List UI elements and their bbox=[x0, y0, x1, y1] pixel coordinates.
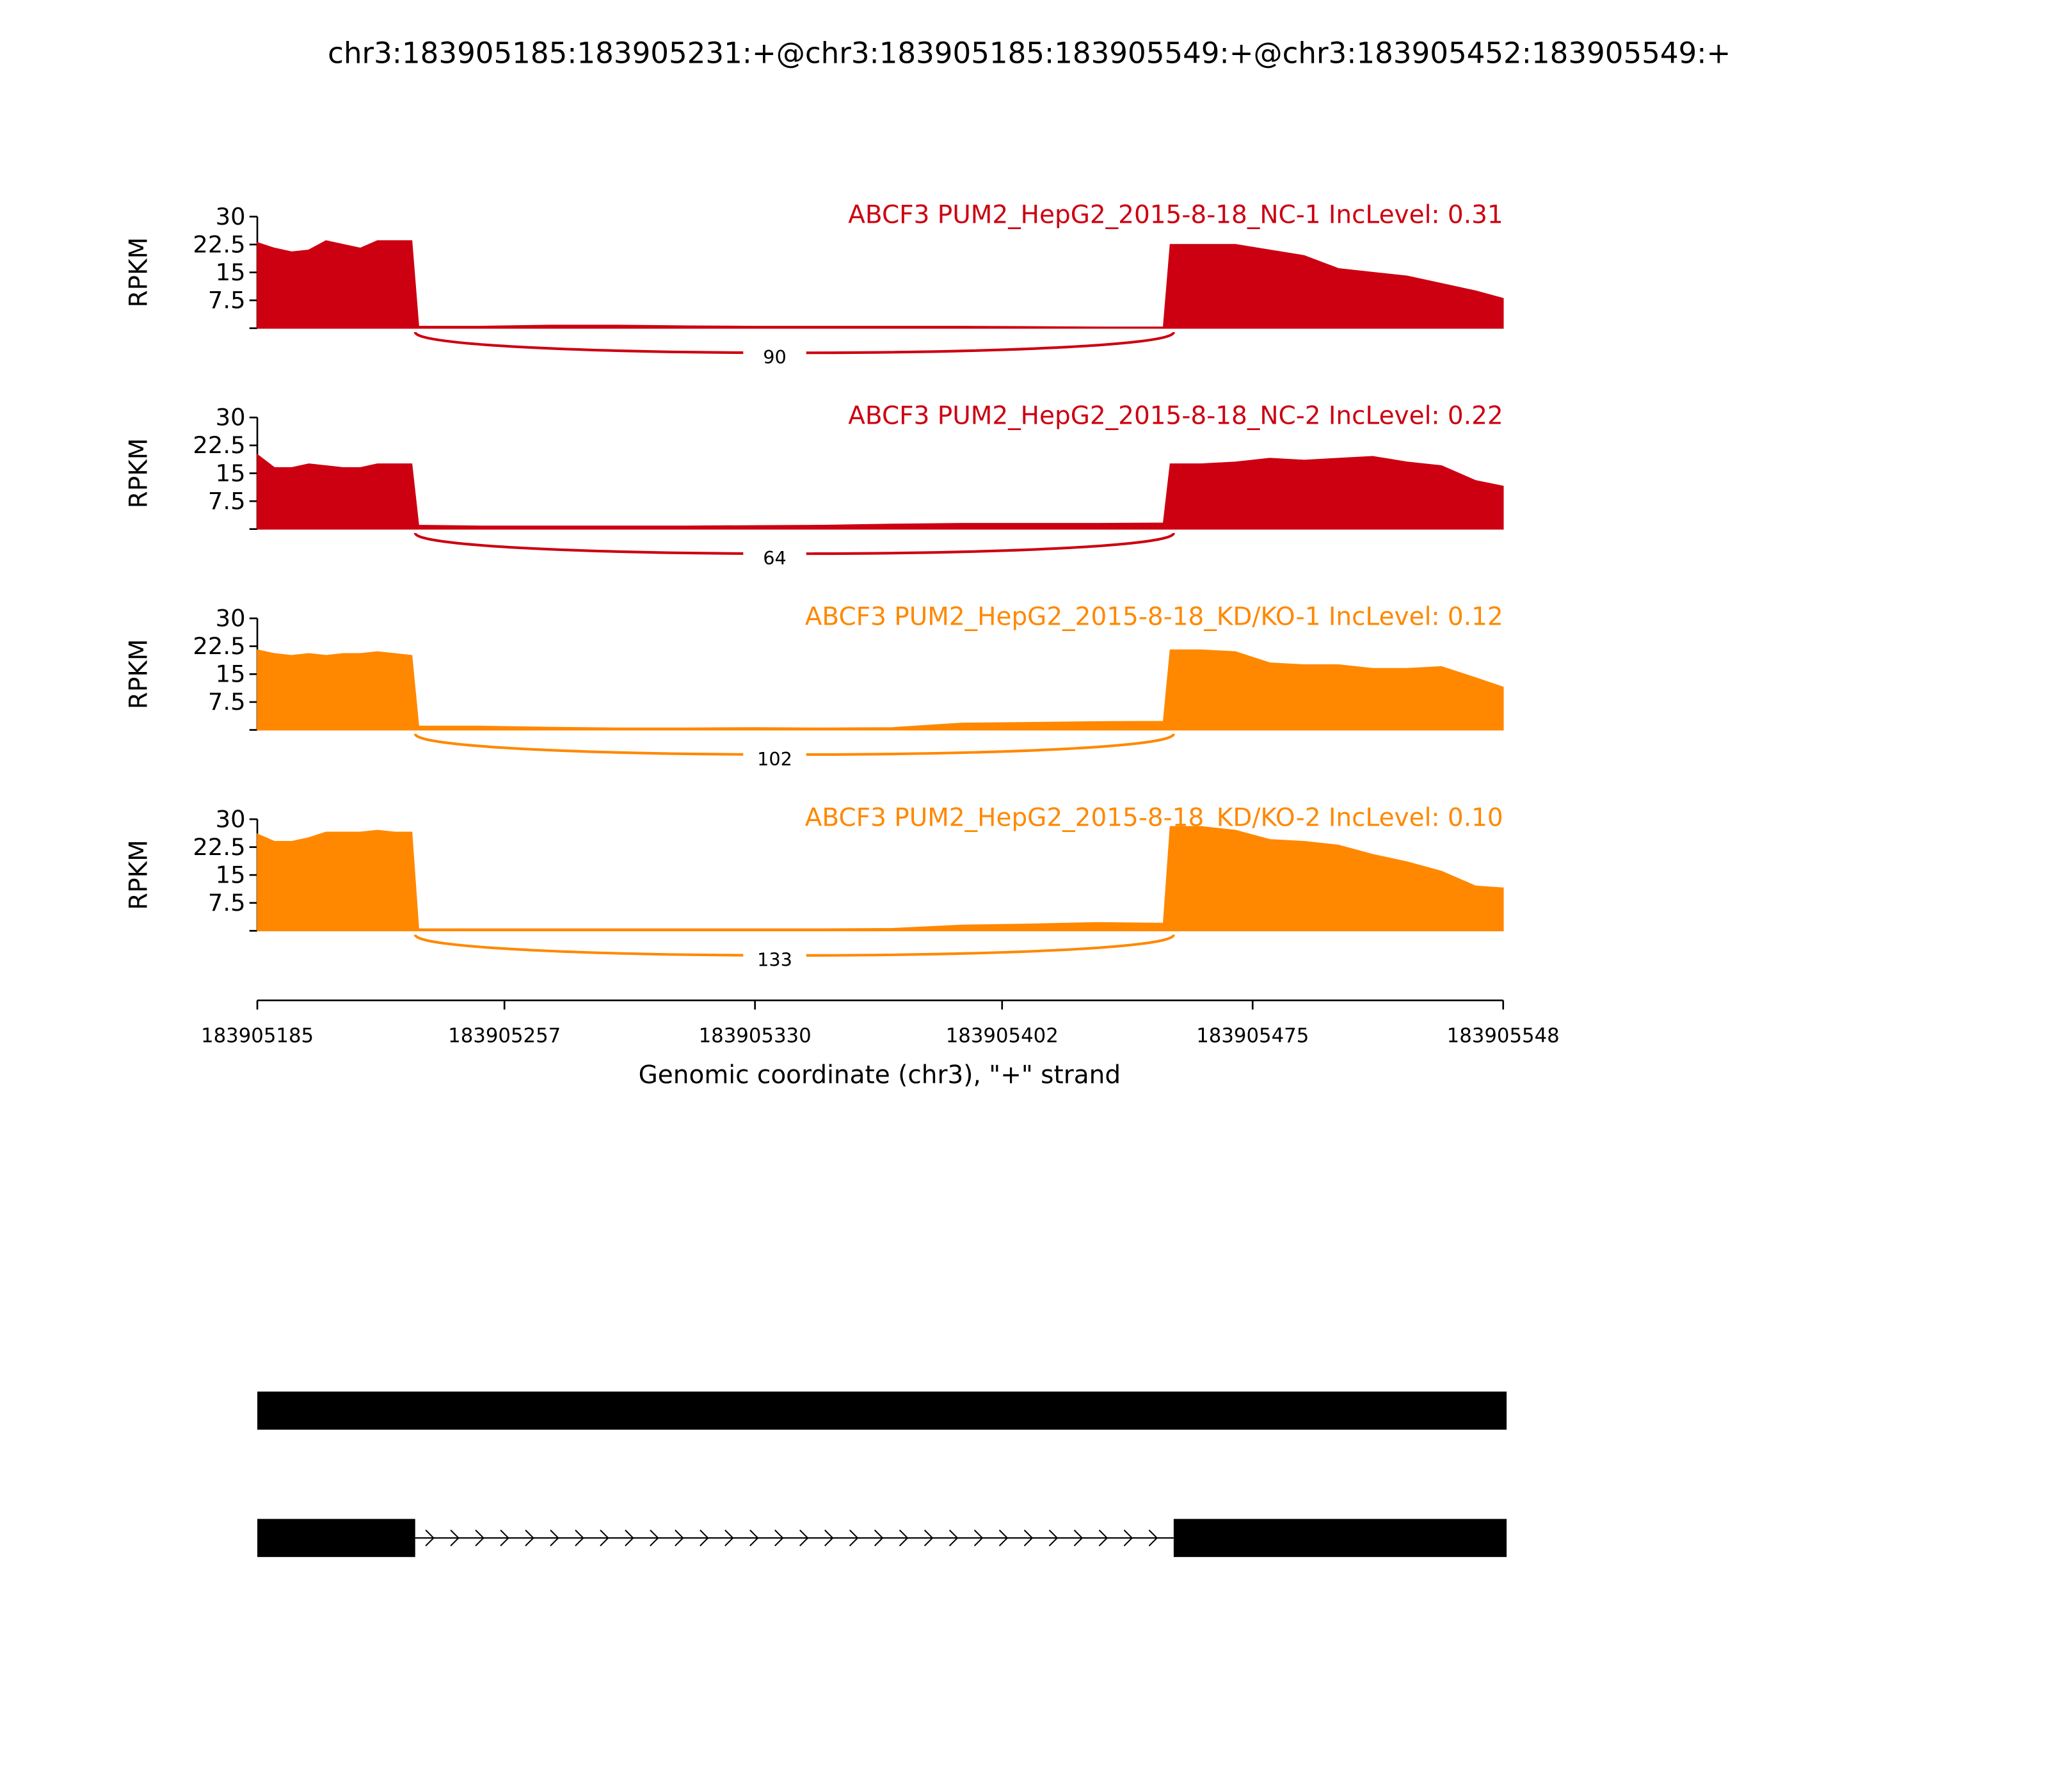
intron-chevron bbox=[849, 1530, 859, 1547]
exon bbox=[1173, 1519, 1507, 1557]
intron-chevron bbox=[550, 1530, 559, 1547]
y-tick-label: 30 bbox=[216, 203, 246, 230]
junction-label-bg bbox=[743, 946, 806, 973]
coverage-area bbox=[257, 453, 1504, 530]
series-title: ABCF3 PUM2_HepG2_2015-8-18_KD/KO-1 IncLe… bbox=[805, 602, 1503, 631]
chart-title: chr3:183905185:183905231:+@chr3:18390518… bbox=[328, 36, 1731, 70]
intron-chevron bbox=[525, 1530, 534, 1547]
intron-chevron bbox=[774, 1530, 784, 1547]
intron-chevron bbox=[874, 1530, 884, 1547]
y-tick-label: 15 bbox=[216, 660, 246, 688]
junction-label-bg bbox=[743, 746, 806, 772]
junction-label: 64 bbox=[763, 547, 787, 569]
y-tick-label: 30 bbox=[216, 805, 246, 833]
y-tick-label: 7.5 bbox=[208, 287, 246, 314]
intron-chevron bbox=[625, 1530, 634, 1547]
junction-label: 133 bbox=[757, 949, 792, 971]
x-tick-label: 183905402 bbox=[946, 1025, 1059, 1048]
x-tick-label: 183905185 bbox=[201, 1025, 314, 1048]
coverage-area bbox=[257, 826, 1504, 932]
y-tick-label: 7.5 bbox=[208, 889, 246, 916]
y-tick-label: 22.5 bbox=[193, 632, 245, 660]
series-title: ABCF3 PUM2_HepG2_2015-8-18_KD/KO-2 IncLe… bbox=[805, 803, 1503, 832]
x-tick-label: 183905475 bbox=[1196, 1025, 1309, 1048]
intron-chevron bbox=[1048, 1530, 1059, 1547]
intron-chevron bbox=[1098, 1530, 1108, 1547]
y-tick-label: 30 bbox=[216, 404, 246, 431]
y-tick-label: 15 bbox=[216, 259, 246, 286]
y-tick-label: 7.5 bbox=[208, 487, 246, 515]
intron-chevron bbox=[425, 1530, 435, 1547]
junction-label-bg bbox=[743, 545, 806, 572]
y-axis-label: RPKM bbox=[125, 438, 154, 509]
intron-chevron bbox=[799, 1530, 809, 1547]
intron-chevron bbox=[948, 1530, 959, 1547]
intron-chevron bbox=[749, 1530, 759, 1547]
intron-chevron bbox=[1123, 1530, 1133, 1547]
y-tick-label: 7.5 bbox=[208, 688, 246, 716]
y-tick-label: 22.5 bbox=[193, 230, 245, 258]
intron-chevron bbox=[675, 1530, 684, 1547]
series-title: ABCF3 PUM2_HepG2_2015-8-18_NC-2 IncLevel… bbox=[848, 402, 1503, 431]
intron-chevron bbox=[1023, 1530, 1034, 1547]
intron-chevron bbox=[600, 1530, 609, 1547]
y-tick-label: 15 bbox=[216, 460, 246, 487]
intron-chevron bbox=[450, 1530, 460, 1547]
intron-chevron bbox=[924, 1530, 934, 1547]
x-tick-label: 183905257 bbox=[448, 1025, 561, 1048]
junction-label: 102 bbox=[757, 748, 792, 770]
junction-label-bg bbox=[743, 344, 806, 371]
x-tick-label: 183905548 bbox=[1447, 1025, 1560, 1048]
intron-chevron bbox=[724, 1530, 734, 1547]
y-tick-label: 22.5 bbox=[193, 833, 245, 861]
intron-chevron bbox=[700, 1530, 709, 1547]
intron-chevron bbox=[500, 1530, 509, 1547]
coverage-area bbox=[257, 240, 1504, 329]
intron-chevron bbox=[899, 1530, 909, 1547]
exon bbox=[257, 1391, 1507, 1430]
x-axis-label: Genomic coordinate (chr3), "+" strand bbox=[639, 1060, 1121, 1089]
x-tick-label: 183905330 bbox=[699, 1025, 812, 1048]
coverage-area bbox=[257, 649, 1504, 731]
y-tick-label: 15 bbox=[216, 861, 246, 888]
series-title: ABCF3 PUM2_HepG2_2015-8-18_NC-1 IncLevel… bbox=[848, 201, 1503, 230]
y-axis-label: RPKM bbox=[125, 639, 154, 709]
y-axis-label: RPKM bbox=[125, 840, 154, 910]
intron-chevron bbox=[998, 1530, 1009, 1547]
intron-chevron bbox=[1073, 1530, 1084, 1547]
intron-chevron bbox=[575, 1530, 584, 1547]
intron-chevron bbox=[1148, 1530, 1158, 1547]
intron-chevron bbox=[824, 1530, 834, 1547]
intron-chevron bbox=[973, 1530, 984, 1547]
y-tick-label: 22.5 bbox=[193, 431, 245, 459]
intron-chevron bbox=[475, 1530, 484, 1547]
exon bbox=[257, 1519, 415, 1557]
y-tick-label: 30 bbox=[216, 604, 246, 632]
intron-chevron bbox=[650, 1530, 659, 1547]
y-axis-label: RPKM bbox=[125, 237, 154, 308]
junction-label: 90 bbox=[763, 346, 787, 368]
